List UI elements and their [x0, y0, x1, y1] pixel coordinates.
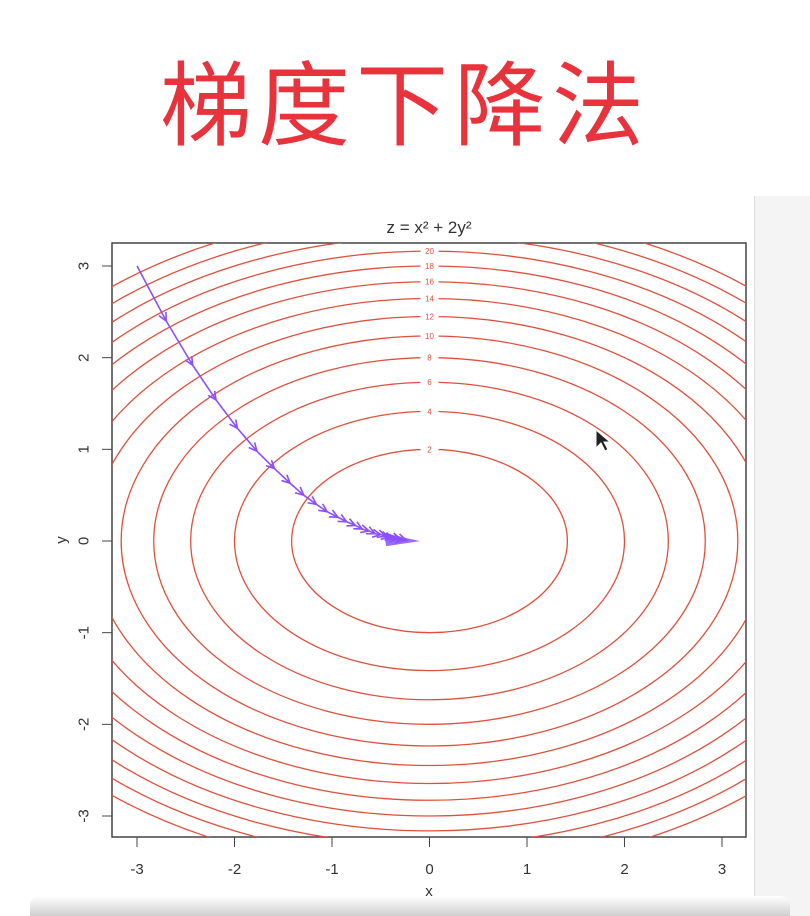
descent-step [215, 399, 239, 429]
right-panel-edge [754, 196, 810, 916]
descent-step [136, 265, 167, 322]
contour-label-bg [420, 406, 439, 417]
contour-label-bg [420, 377, 439, 388]
contour-lines: 2 4 6 8 10 12 14 16 18 20 [112, 243, 746, 837]
descent-step [236, 427, 258, 452]
contour-label-bg [420, 261, 439, 271]
contour-label: 12 [425, 312, 434, 321]
descent-step [326, 510, 339, 518]
bottom-bar-edge [30, 896, 790, 916]
x-tick-label: -2 [228, 861, 241, 878]
y-tick-label: -1 [76, 626, 93, 639]
descent-step [289, 482, 305, 496]
descent-path [136, 265, 421, 547]
contour-label-bg [420, 444, 439, 455]
x-axis-label: x [425, 883, 433, 900]
x-tick-label: 1 [523, 861, 531, 878]
contour-label: 8 [427, 354, 432, 363]
x-tick-label: -3 [130, 861, 143, 878]
descent-step [273, 468, 291, 484]
contour-label: 16 [425, 278, 434, 287]
y-tick-label: 2 [76, 353, 93, 361]
contour-label-bg [420, 276, 439, 287]
y-axis-label: y [53, 536, 70, 544]
y-tick-label: -2 [76, 718, 93, 731]
contour-label-bg [420, 293, 439, 304]
descent-step [191, 364, 217, 401]
descent-arrowhead [318, 503, 329, 513]
contour-level-14 [112, 297, 746, 785]
x-tick-label: -1 [325, 861, 338, 878]
y-tick-label: 3 [76, 262, 93, 270]
contour-label-bg [420, 331, 439, 342]
mouse-pointer-icon [595, 428, 612, 452]
descent-step [315, 503, 328, 513]
chart-title: z = x² + 2y² [386, 218, 471, 237]
descent-step [165, 320, 194, 366]
contour-label: 10 [425, 332, 434, 341]
contour-label: 20 [425, 247, 434, 256]
contour-label: 18 [425, 262, 434, 271]
contour-label-bg [420, 352, 439, 363]
slide-title: 梯度下降法 [159, 53, 650, 160]
contour-label: 4 [427, 407, 432, 416]
contour-label-bg [420, 246, 439, 257]
y-tick-label: -3 [76, 809, 93, 822]
descent-step [256, 450, 276, 470]
contour-label: 2 [427, 445, 432, 454]
contour-level-2 [290, 448, 569, 634]
y-tick-label: 0 [76, 537, 93, 545]
x-tick-label: 0 [425, 861, 433, 878]
descent-endpoint [384, 533, 421, 547]
contour-label: 14 [425, 294, 434, 303]
x-tick-label: 3 [718, 861, 726, 878]
y-tick-label: 1 [76, 445, 93, 453]
descent-step [303, 494, 317, 505]
contour-label-bg [420, 311, 439, 322]
x-tick-label: 2 [620, 861, 628, 878]
contour-label: 6 [427, 378, 432, 387]
